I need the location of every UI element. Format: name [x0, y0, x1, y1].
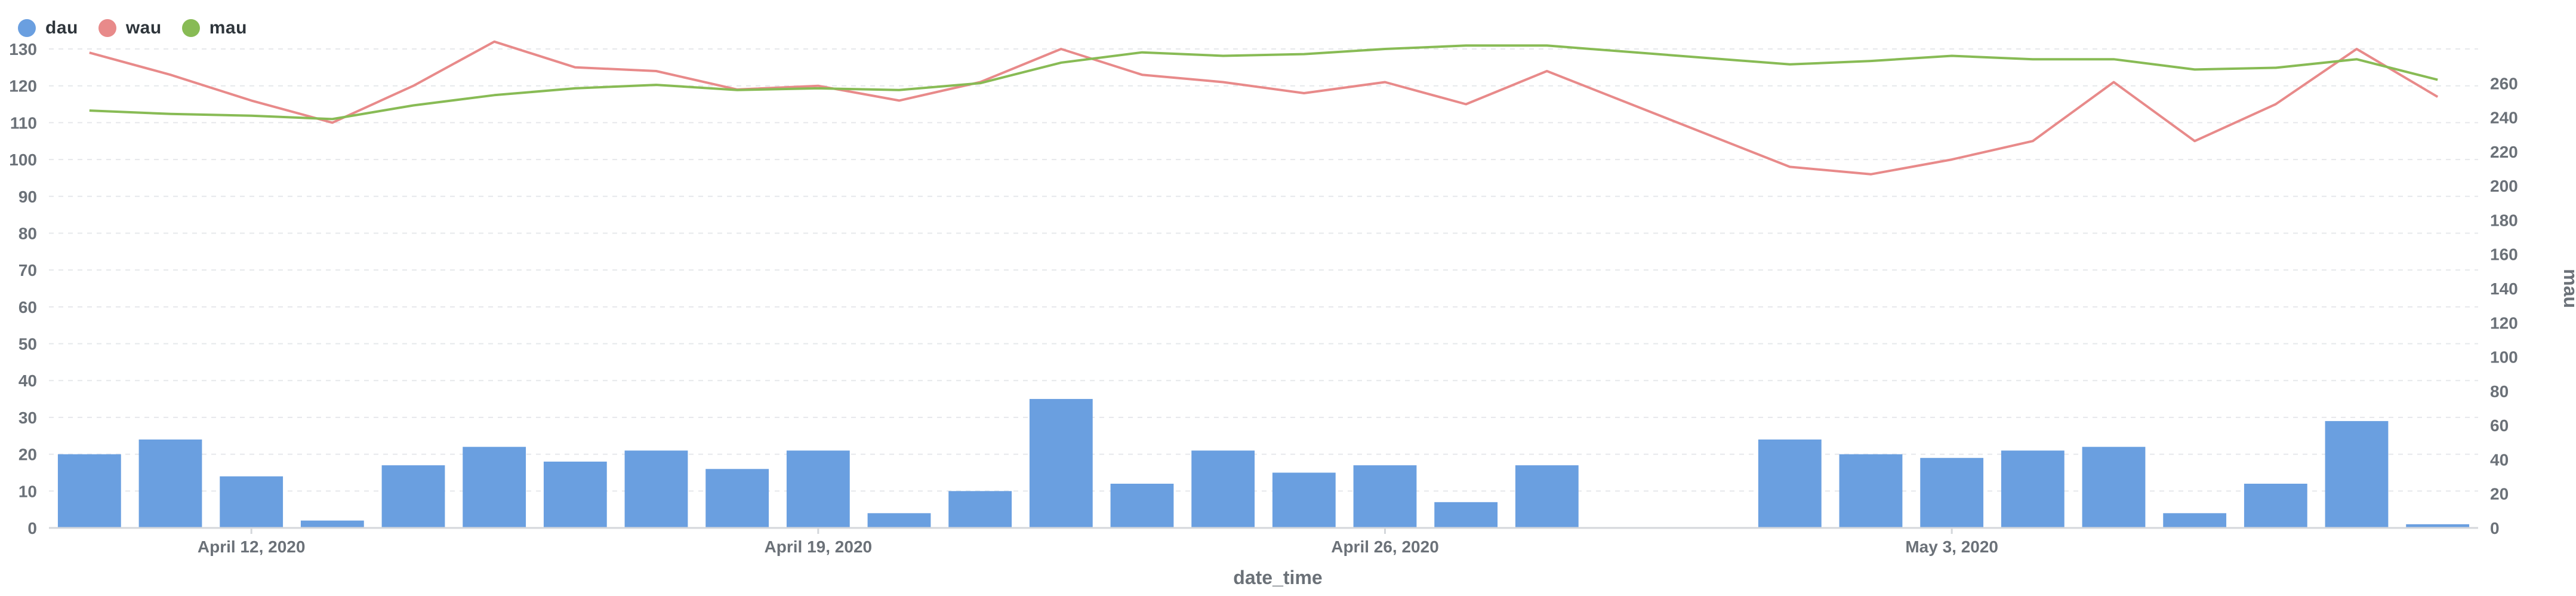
y-tick-label-left: 30	[19, 408, 37, 427]
y-tick-label-right: 140	[2490, 279, 2518, 298]
legend-swatch-wau	[98, 19, 116, 37]
y-tick-label-right: 160	[2490, 245, 2518, 264]
bar-dau	[2001, 450, 2065, 528]
bar-dau	[543, 461, 607, 528]
legend-label-mau: mau	[209, 18, 247, 38]
bar-dau	[1353, 465, 1417, 528]
bar-dau	[1758, 439, 1822, 528]
bar-dau	[1920, 457, 1984, 528]
y-tick-label-left: 70	[19, 261, 37, 279]
line-mau	[89, 44, 2438, 121]
y-tick-label-left: 120	[9, 77, 37, 96]
bar-dau	[624, 450, 688, 528]
bar-dau	[1515, 465, 1579, 528]
bar-dau	[1191, 450, 1255, 528]
y-tick-label-left: 80	[19, 224, 37, 242]
legend-swatch-dau	[18, 19, 36, 37]
y-tick-label-right: 240	[2490, 109, 2518, 127]
gridlines	[49, 48, 2478, 492]
bar-dau	[1839, 454, 1903, 528]
bar-dau	[300, 520, 364, 528]
bar-dau	[1110, 483, 1174, 528]
axes: 0 10 20 30 40 50 60 70 80 90 100 110 120 130 0 20 40 60 80…	[9, 40, 2518, 556]
chart-legend: dau wau mau	[18, 18, 247, 38]
y-tick-label-right: 200	[2490, 177, 2518, 195]
y-tick-label-right: 220	[2490, 143, 2518, 161]
y-tick-label-left: 100	[9, 150, 37, 169]
line-series	[89, 40, 2439, 176]
y-tick-label-left: 50	[19, 335, 37, 354]
y-tick-label-right: 0	[2490, 519, 2500, 537]
y-tick-label-left: 0	[27, 519, 37, 537]
legend-item-wau[interactable]: wau	[98, 18, 162, 38]
x-tick-label: April 12, 2020	[198, 537, 306, 556]
bar-dau	[2082, 447, 2146, 528]
line-wau	[89, 40, 2439, 176]
right-y-axis-title: mau	[2560, 269, 2576, 308]
bar-dau	[138, 439, 202, 528]
y-tick-label-left: 40	[19, 371, 37, 390]
bar-dau	[463, 447, 526, 528]
bar-dau	[867, 513, 931, 528]
y-tick-label-left: 130	[9, 40, 37, 59]
x-tick-label: April 26, 2020	[1331, 537, 1439, 556]
legend-item-dau[interactable]: dau	[18, 18, 78, 38]
bar-dau	[220, 476, 284, 528]
bar-dau	[1434, 502, 1498, 528]
bar-dau	[1272, 472, 1336, 528]
bar-dau	[1029, 399, 1093, 528]
y-tick-label-right: 60	[2490, 416, 2509, 435]
y-tick-label-right: 20	[2490, 485, 2509, 503]
legend-swatch-mau	[181, 19, 200, 37]
dau-bars	[57, 399, 2470, 528]
bar-dau	[786, 450, 850, 528]
x-tick-label: May 3, 2020	[1905, 537, 1998, 556]
bar-dau	[2163, 513, 2227, 528]
bar-dau	[948, 491, 1012, 528]
y-tick-label-right: 120	[2490, 314, 2518, 332]
y-tick-label-left: 90	[19, 188, 37, 206]
bar-dau	[705, 469, 769, 528]
y-tick-label-right: 80	[2490, 382, 2509, 401]
y-tick-label-left: 20	[19, 446, 37, 464]
y-tick-label-right: 260	[2490, 74, 2518, 93]
legend-item-mau[interactable]: mau	[181, 18, 247, 38]
y-tick-label-left: 60	[19, 298, 37, 317]
y-tick-label-right: 180	[2490, 211, 2518, 229]
x-tick-label: April 19, 2020	[765, 537, 873, 556]
bar-dau	[57, 454, 121, 528]
legend-label-dau: dau	[45, 18, 78, 38]
bar-dau	[2244, 483, 2307, 528]
y-tick-label-left: 10	[19, 482, 37, 500]
x-axis-title: date_time	[1233, 567, 1322, 588]
y-tick-label-left: 110	[10, 113, 37, 132]
y-tick-label-right: 100	[2490, 348, 2518, 367]
y-tick-label-right: 40	[2490, 450, 2509, 469]
bar-dau	[2406, 524, 2470, 528]
bar-dau	[381, 465, 445, 528]
legend-label-wau: wau	[125, 18, 162, 38]
bar-dau	[2325, 421, 2389, 528]
